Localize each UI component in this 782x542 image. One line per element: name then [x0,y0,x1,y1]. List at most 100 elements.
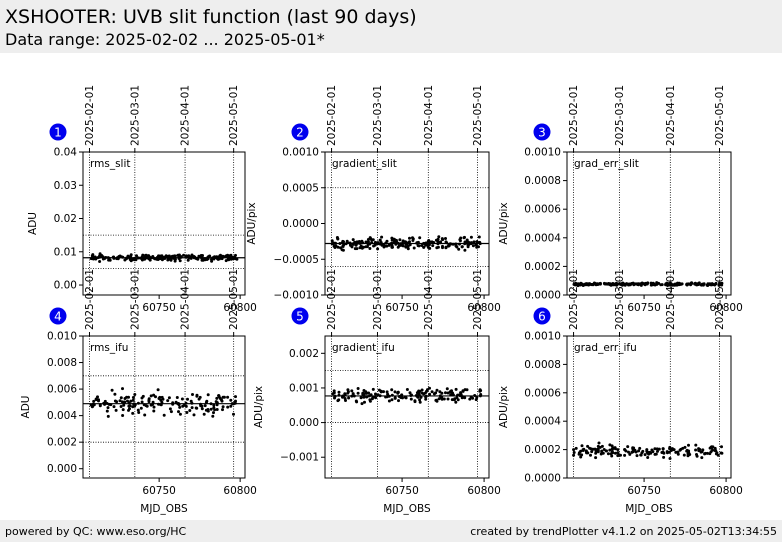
data-point [172,254,176,258]
data-point [693,281,697,285]
data-point [178,259,182,263]
data-point [113,399,117,403]
data-point [442,397,446,401]
data-point [212,403,216,407]
data-point [686,452,690,456]
data-point [636,282,640,286]
data-point [419,395,423,399]
data-point [572,448,576,452]
data-point [700,450,704,454]
panel-number: 2 [296,126,304,140]
data-point [460,245,464,249]
data-point [404,396,408,400]
data-point [430,240,434,244]
y-axis-label: ADU [20,396,32,419]
data-point [479,389,483,393]
data-point [226,395,230,399]
y-tick-label: 0.0000 [282,218,319,230]
data-point [103,399,107,403]
data-point [417,389,421,393]
data-point [156,388,160,392]
data-point [437,235,441,239]
data-point [713,446,717,450]
chart-panel-6: 0.0000 0.0002 0.0004 0.0006 0.0008 0.0010 6075… [498,269,743,515]
y-tick-label: 0.03 [54,180,77,192]
data-point [152,409,156,413]
data-point [597,441,601,445]
plot-frame [82,335,246,479]
data-point [351,392,355,396]
y-tick-label: 0.0002 [524,444,561,456]
date-tick-label: 2025-03-01 [372,85,384,146]
date-tick-label: 2025-05-01 [714,85,726,146]
data-point [122,403,126,407]
data-point [577,451,581,455]
y-axis-label: ADU/pix [498,202,510,244]
data-point [174,400,178,404]
data-point [380,235,384,239]
data-point [335,236,339,239]
data-point [698,448,702,451]
data-point [107,258,111,262]
date-tick-label: 2025-04-01 [665,85,677,146]
data-point [456,398,460,402]
panel-number-badge [291,123,309,141]
data-point [446,397,450,401]
y-tick-label: −0.0010 [273,290,319,302]
data-point [206,393,210,397]
data-point [620,283,624,287]
data-point [444,391,447,395]
plot-frame [82,151,246,296]
data-point [136,408,140,412]
data-point [445,387,449,391]
data-point [712,283,716,286]
data-point [706,451,709,455]
data-point [594,450,598,453]
y-tick-label: 0.01 [54,246,77,258]
data-point [181,404,185,408]
data-point [139,406,143,410]
data-point [151,400,155,404]
data-point [606,452,610,456]
data-point [687,282,691,286]
data-point [434,391,438,395]
data-point [451,391,454,395]
date-tick-label: 2025-03-01 [372,269,384,330]
data-point [475,395,479,399]
data-point [463,396,467,400]
y-tick-label: 0.010 [47,331,77,343]
data-point [440,397,444,401]
data-point [674,450,678,454]
data-point [382,390,385,394]
data-point [422,245,426,249]
data-point [144,404,148,408]
data-point [234,395,237,399]
data-point [360,402,364,406]
data-point [631,448,635,452]
data-point [675,282,679,286]
panel-number-badge [533,307,551,325]
data-point [404,245,408,249]
data-point [650,448,654,452]
x-tick-label: 60750 [385,302,418,314]
data-point [653,447,657,451]
data-point [333,396,336,400]
y-tick-label: 0.0000 [524,290,561,302]
data-point [397,399,400,403]
data-point [420,244,424,247]
data-point [630,450,634,454]
data-point [173,257,177,261]
data-point [396,390,400,394]
data-point [186,397,189,401]
data-point [474,243,478,247]
data-point [200,404,204,408]
data-point [608,282,612,286]
data-point [408,236,411,240]
data-point [201,254,204,257]
data-point [332,389,336,393]
data-point [720,445,723,449]
date-tick-label: 2025-04-01 [180,85,192,146]
data-point [190,406,194,410]
data-point [426,245,430,249]
data-point [411,239,415,242]
